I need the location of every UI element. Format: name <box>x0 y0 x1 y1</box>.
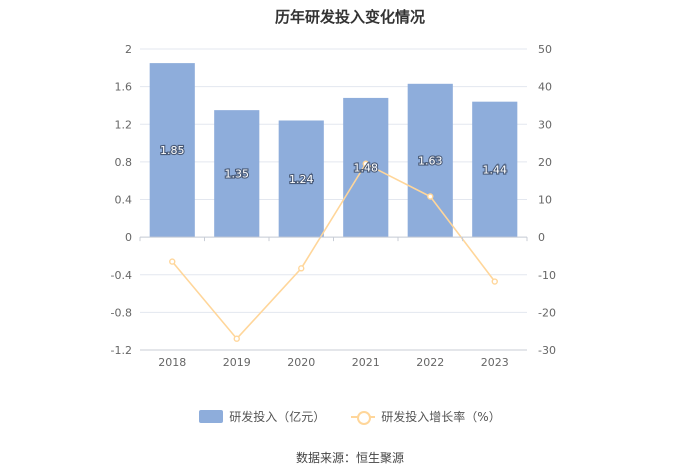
bar-series <box>149 63 518 238</box>
bar-data-labels: 1.85 1.35 1.24 1.48 1.63 1.44 <box>159 143 508 187</box>
legend-item-bar[interactable]: 研发投入（亿元） <box>199 408 325 425</box>
bar <box>149 63 195 238</box>
growth-point <box>233 335 240 342</box>
bar <box>214 110 260 238</box>
y-left-tick-label: 0.8 <box>115 156 133 169</box>
x-tick-label: 2023 <box>481 356 509 369</box>
bar <box>407 83 453 238</box>
y-right-tick-label: 20 <box>538 156 552 169</box>
bar-data-label: 1.44 <box>483 163 508 176</box>
bar-data-label: 1.85 <box>160 144 185 157</box>
x-tick-label: 2020 <box>287 356 315 369</box>
legend-bar-label: 研发投入（亿元） <box>229 410 326 424</box>
bar-data-label: 1.35 <box>225 168 250 181</box>
growth-line <box>171 162 496 340</box>
y-left-tick-label: 2 <box>125 43 132 56</box>
y-right-tick-label: 0 <box>538 231 545 244</box>
bar-data-label: 1.63 <box>418 154 443 167</box>
x-tick-label: 2019 <box>223 356 251 369</box>
y-right-tick-label: 50 <box>538 43 552 56</box>
legend: 研发投入（亿元） 研发投入增长率（%） <box>0 408 700 425</box>
line-series <box>169 160 498 342</box>
y-right-tick-label: -10 <box>538 269 556 282</box>
bar <box>472 101 518 238</box>
y-left-tick-label: 1.2 <box>115 118 133 131</box>
x-tick-label: 2021 <box>352 356 380 369</box>
left-axis: 2 1.6 1.2 0.8 0.4 0 -0.4 -0.8 -1.2 <box>111 43 132 357</box>
y-left-tick-label: -0.4 <box>111 269 132 282</box>
x-tick-label: 2022 <box>416 356 444 369</box>
y-right-tick-label: 10 <box>538 194 552 207</box>
y-left-tick-label: -1.2 <box>111 344 132 357</box>
grid-lines <box>140 48 527 351</box>
bar-data-label: 1.24 <box>289 173 314 186</box>
y-right-tick-label: -30 <box>538 344 556 357</box>
bar <box>343 97 389 238</box>
right-axis: 50 40 30 20 10 0 -10 -20 -30 <box>538 43 556 357</box>
growth-point <box>491 278 498 285</box>
growth-point <box>427 193 434 200</box>
y-left-tick-label: 1.6 <box>115 81 133 94</box>
bar <box>278 120 324 238</box>
y-left-tick-label: 0.4 <box>115 194 133 207</box>
x-tick-label: 2018 <box>158 356 186 369</box>
y-right-tick-label: 40 <box>538 81 552 94</box>
x-axis: 2018 2019 2020 2021 2022 2023 <box>139 236 528 369</box>
y-left-tick-label: 0 <box>125 231 132 244</box>
growth-point <box>169 258 176 265</box>
legend-bar-swatch <box>199 410 224 423</box>
y-right-tick-label: -20 <box>538 306 556 319</box>
legend-line-label: 研发投入增长率（%） <box>381 410 501 424</box>
growth-point <box>298 265 305 272</box>
chart-title: 历年研发投入变化情况 <box>274 8 425 26</box>
y-right-tick-label: 30 <box>538 118 552 131</box>
y-left-tick-label: -0.8 <box>111 306 132 319</box>
growth-point <box>362 160 369 167</box>
data-source: 数据来源：恒生聚源 <box>295 451 404 465</box>
legend-item-line[interactable]: 研发投入增长率（%） <box>351 408 501 425</box>
legend-line-swatch <box>351 410 376 425</box>
bar-data-label: 1.48 <box>354 162 379 175</box>
